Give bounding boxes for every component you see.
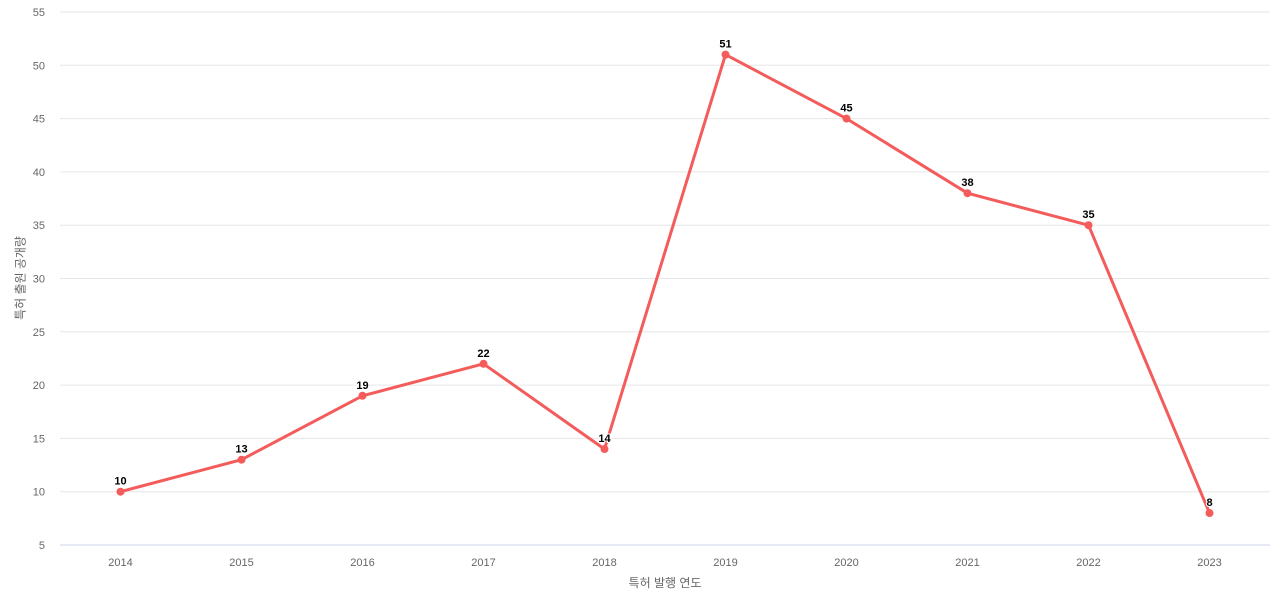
data-point-label: 45 <box>840 103 852 115</box>
data-point-label: 10 <box>114 476 126 488</box>
data-point-marker[interactable] <box>721 50 730 59</box>
data-point-marker[interactable] <box>237 455 246 464</box>
data-point-marker[interactable] <box>963 189 972 198</box>
data-point-marker[interactable] <box>1084 221 1093 230</box>
data-point-label: 38 <box>961 177 973 189</box>
y-axis-tick-label: 35 <box>33 220 45 232</box>
data-point-label: 22 <box>477 348 489 360</box>
y-axis-tick-label: 20 <box>33 380 45 392</box>
y-axis-tick-label: 45 <box>33 114 45 126</box>
x-axis-tick-label: 2019 <box>713 557 737 569</box>
y-axis-tick-label: 40 <box>33 167 45 179</box>
data-point-label: 8 <box>1206 497 1212 509</box>
data-point-marker[interactable] <box>358 391 367 400</box>
x-axis-tick-label: 2022 <box>1076 557 1100 569</box>
y-axis-tick-label: 50 <box>33 60 45 72</box>
x-axis-tick-label: 2016 <box>350 557 374 569</box>
data-point-marker[interactable] <box>116 487 125 496</box>
x-axis-tick-label: 2021 <box>955 557 979 569</box>
data-point-label: 14 <box>598 433 611 445</box>
y-axis-tick-label: 10 <box>33 487 45 499</box>
x-axis-tick-label: 2023 <box>1197 557 1221 569</box>
x-axis-tick-label: 2017 <box>471 557 495 569</box>
x-axis-tick-label: 2014 <box>108 557 132 569</box>
series-line <box>119 53 1211 515</box>
y-axis-tick-label: 55 <box>33 7 45 19</box>
x-axis-tick-label: 2020 <box>834 557 858 569</box>
data-point-marker[interactable] <box>1205 509 1214 518</box>
data-point-label: 19 <box>356 380 368 392</box>
x-axis-tick-label: 2018 <box>592 557 616 569</box>
x-axis-tick-label: 2015 <box>229 557 253 569</box>
data-point-marker[interactable] <box>842 114 851 123</box>
data-point-label: 13 <box>235 444 247 456</box>
y-axis-tick-label: 25 <box>33 327 45 339</box>
data-point-label: 35 <box>1082 209 1094 221</box>
data-point-label: 51 <box>719 39 731 51</box>
y-axis-tick-label: 15 <box>33 433 45 445</box>
y-axis-tick-label: 30 <box>33 274 45 286</box>
y-axis-tick-label: 5 <box>39 540 45 552</box>
data-point-marker[interactable] <box>600 445 609 454</box>
data-point-marker[interactable] <box>479 359 488 368</box>
